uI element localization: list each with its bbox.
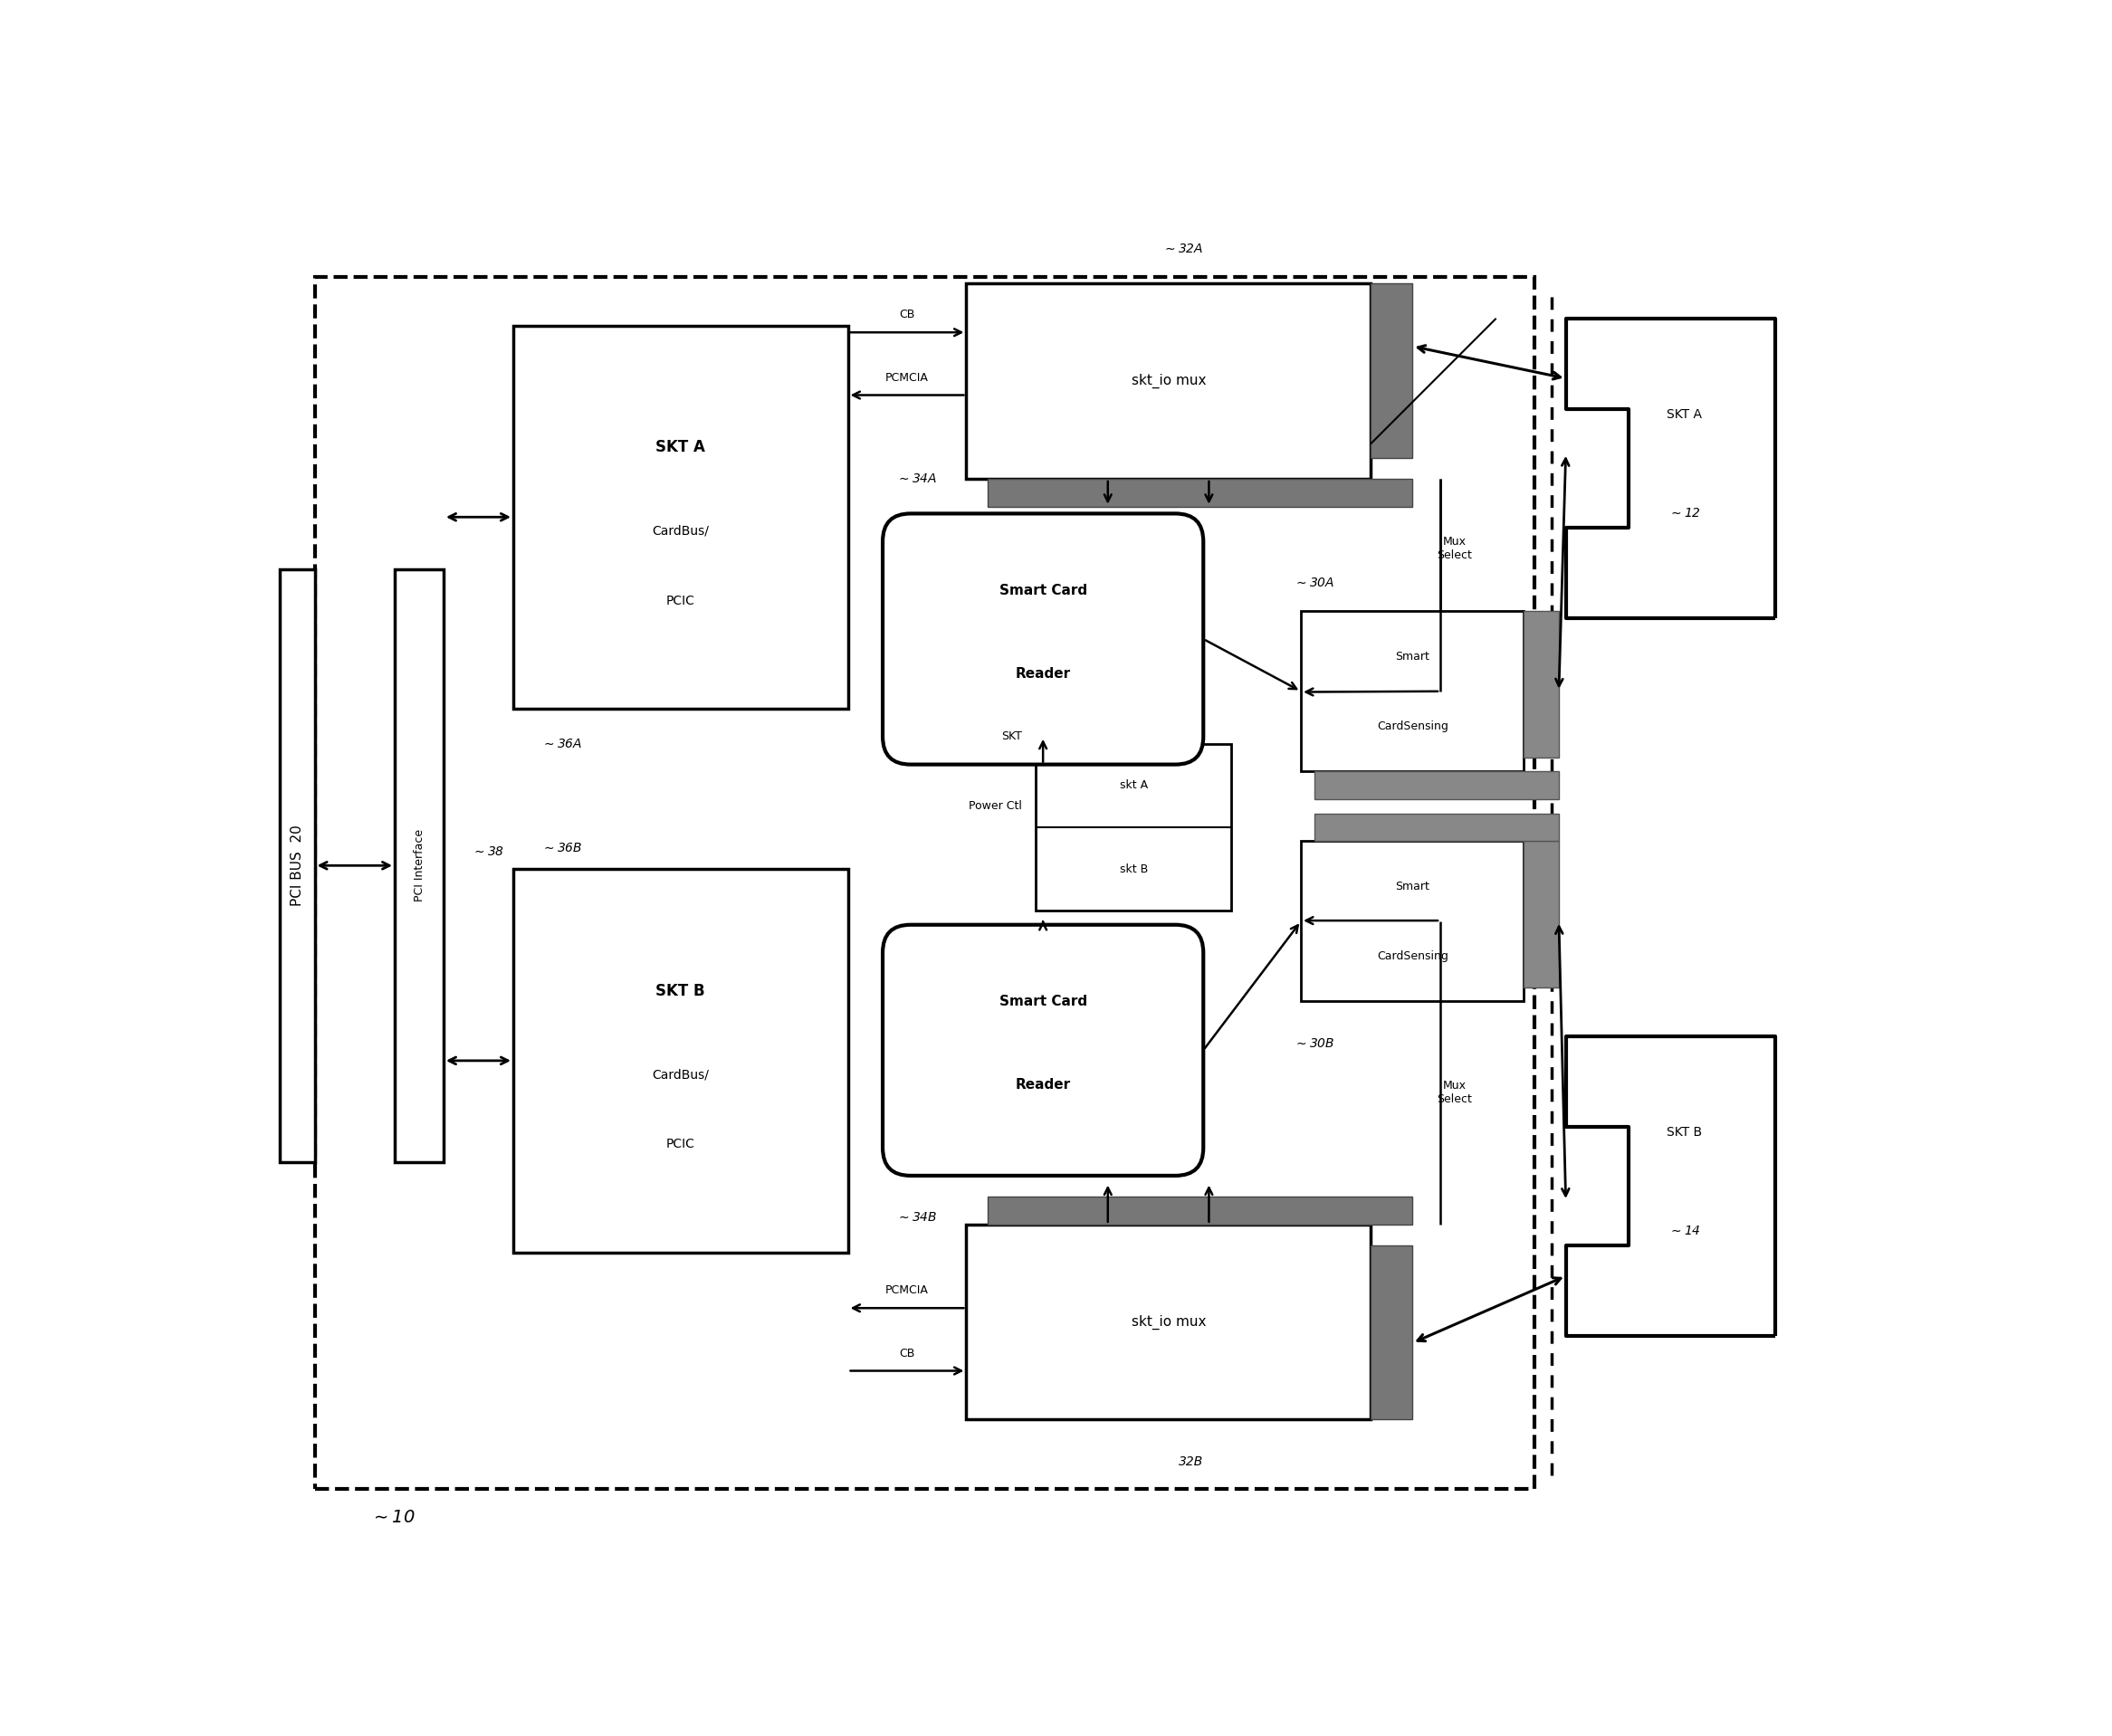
Bar — [1301, 611, 1525, 771]
Bar — [1525, 842, 1559, 988]
Text: CardSensing: CardSensing — [1377, 950, 1449, 962]
Text: skt A: skt A — [1119, 779, 1147, 792]
Text: Mux
Select: Mux Select — [1436, 536, 1472, 561]
Text: SKT A: SKT A — [655, 439, 705, 455]
Text: $\sim$34A: $\sim$34A — [898, 472, 938, 484]
Text: SKT: SKT — [1001, 731, 1022, 743]
Bar — [967, 283, 1371, 479]
Bar — [1371, 283, 1413, 458]
Text: SKT B: SKT B — [1666, 1127, 1702, 1139]
Bar — [1525, 611, 1559, 757]
Text: Smart Card: Smart Card — [999, 583, 1088, 597]
Text: Power Ctl: Power Ctl — [969, 800, 1022, 812]
Text: $\sim$38: $\sim$38 — [471, 845, 505, 858]
Text: PCI Interface: PCI Interface — [414, 830, 425, 901]
Bar — [986, 479, 1413, 507]
Text: Reader: Reader — [1016, 667, 1071, 681]
Text: $\sim$10: $\sim$10 — [370, 1509, 416, 1526]
Text: $\sim$30A: $\sim$30A — [1295, 576, 1335, 590]
Text: PCMCIA: PCMCIA — [885, 1285, 929, 1297]
Text: $\sim$12: $\sim$12 — [1668, 507, 1700, 519]
Bar — [1316, 812, 1559, 842]
Text: 32B: 32B — [1178, 1455, 1204, 1467]
Text: SKT A: SKT A — [1666, 408, 1702, 420]
Text: PCI BUS  20: PCI BUS 20 — [289, 825, 304, 906]
Text: Smart: Smart — [1396, 651, 1430, 663]
Text: skt B: skt B — [1119, 863, 1147, 875]
Bar — [986, 1196, 1413, 1224]
Text: CB: CB — [900, 1347, 914, 1359]
Bar — [279, 569, 315, 1161]
Bar — [1301, 842, 1525, 1002]
Text: CB: CB — [900, 309, 914, 321]
Bar — [395, 569, 444, 1161]
Text: skt_io mux: skt_io mux — [1132, 1314, 1206, 1330]
Text: SKT B: SKT B — [657, 983, 705, 1000]
Text: $\sim$34B: $\sim$34B — [898, 1212, 938, 1224]
Text: $\sim$32A: $\sim$32A — [1162, 243, 1204, 255]
Text: PCIC: PCIC — [665, 1139, 695, 1151]
Text: Mux
Select: Mux Select — [1436, 1080, 1472, 1104]
Text: $\sim$36B: $\sim$36B — [541, 842, 583, 854]
Text: CardSensing: CardSensing — [1377, 720, 1449, 733]
Text: CardBus/: CardBus/ — [653, 524, 710, 538]
FancyBboxPatch shape — [883, 925, 1204, 1175]
Bar — [1371, 1245, 1413, 1420]
Text: $\sim$14: $\sim$14 — [1668, 1224, 1700, 1238]
Text: $\sim$36A: $\sim$36A — [541, 738, 583, 750]
Text: PCIC: PCIC — [665, 594, 695, 608]
Text: $\sim$30B: $\sim$30B — [1295, 1036, 1335, 1050]
Text: Smart: Smart — [1396, 880, 1430, 892]
Bar — [513, 325, 847, 708]
Text: CardBus/: CardBus/ — [653, 1068, 710, 1082]
Bar — [513, 870, 847, 1252]
Text: Smart Card: Smart Card — [999, 995, 1088, 1009]
Bar — [1316, 771, 1559, 799]
Text: Reader: Reader — [1016, 1078, 1071, 1092]
Bar — [315, 276, 1535, 1489]
FancyBboxPatch shape — [883, 514, 1204, 764]
Text: skt_io mux: skt_io mux — [1132, 373, 1206, 389]
Text: PCMCIA: PCMCIA — [885, 372, 929, 384]
Bar — [1037, 743, 1231, 911]
Bar — [967, 1224, 1371, 1420]
